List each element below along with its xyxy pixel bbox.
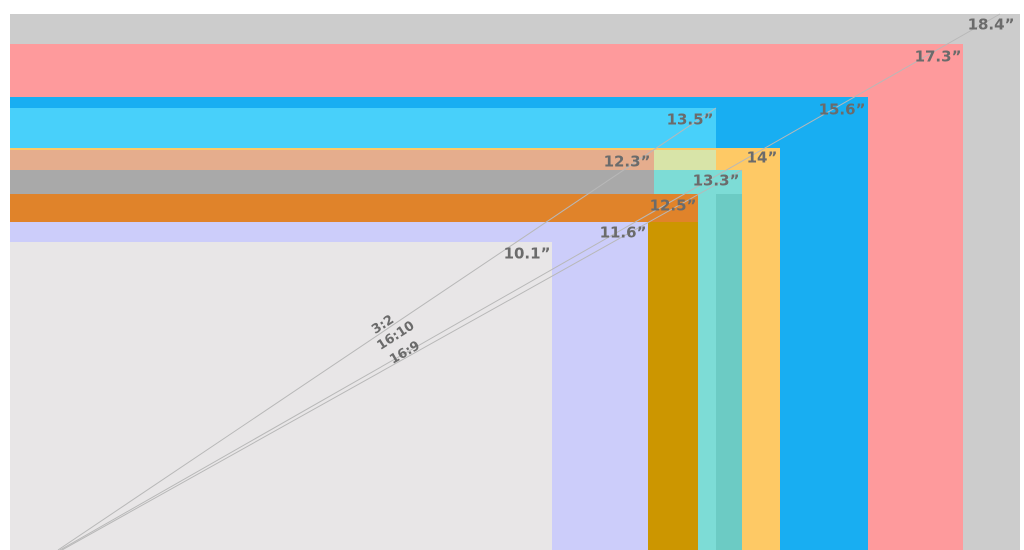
size-label: 18.4” bbox=[968, 16, 1015, 34]
screen-10-1 bbox=[10, 242, 552, 550]
size-label: 14” bbox=[747, 149, 778, 167]
size-label: 11.6” bbox=[600, 224, 647, 242]
diagonal-16-10 bbox=[59, 13, 1001, 550]
size-label: 17.3” bbox=[915, 48, 962, 66]
diagonal-3-2 bbox=[57, 107, 717, 550]
size-label: 13.5” bbox=[667, 111, 714, 129]
size-label: 12.5” bbox=[650, 197, 697, 215]
size-label: 12.3” bbox=[604, 153, 651, 171]
overlap-gray bbox=[10, 170, 654, 194]
diagonal-16-9 bbox=[61, 169, 743, 550]
size-label: 15.6” bbox=[819, 101, 866, 119]
screen-12-3 bbox=[10, 150, 654, 170]
screen-12-5-top bbox=[10, 194, 698, 222]
size-label: 10.1” bbox=[504, 245, 551, 263]
size-label: 13.3” bbox=[693, 172, 740, 190]
screen-13-3-edge bbox=[716, 194, 742, 550]
